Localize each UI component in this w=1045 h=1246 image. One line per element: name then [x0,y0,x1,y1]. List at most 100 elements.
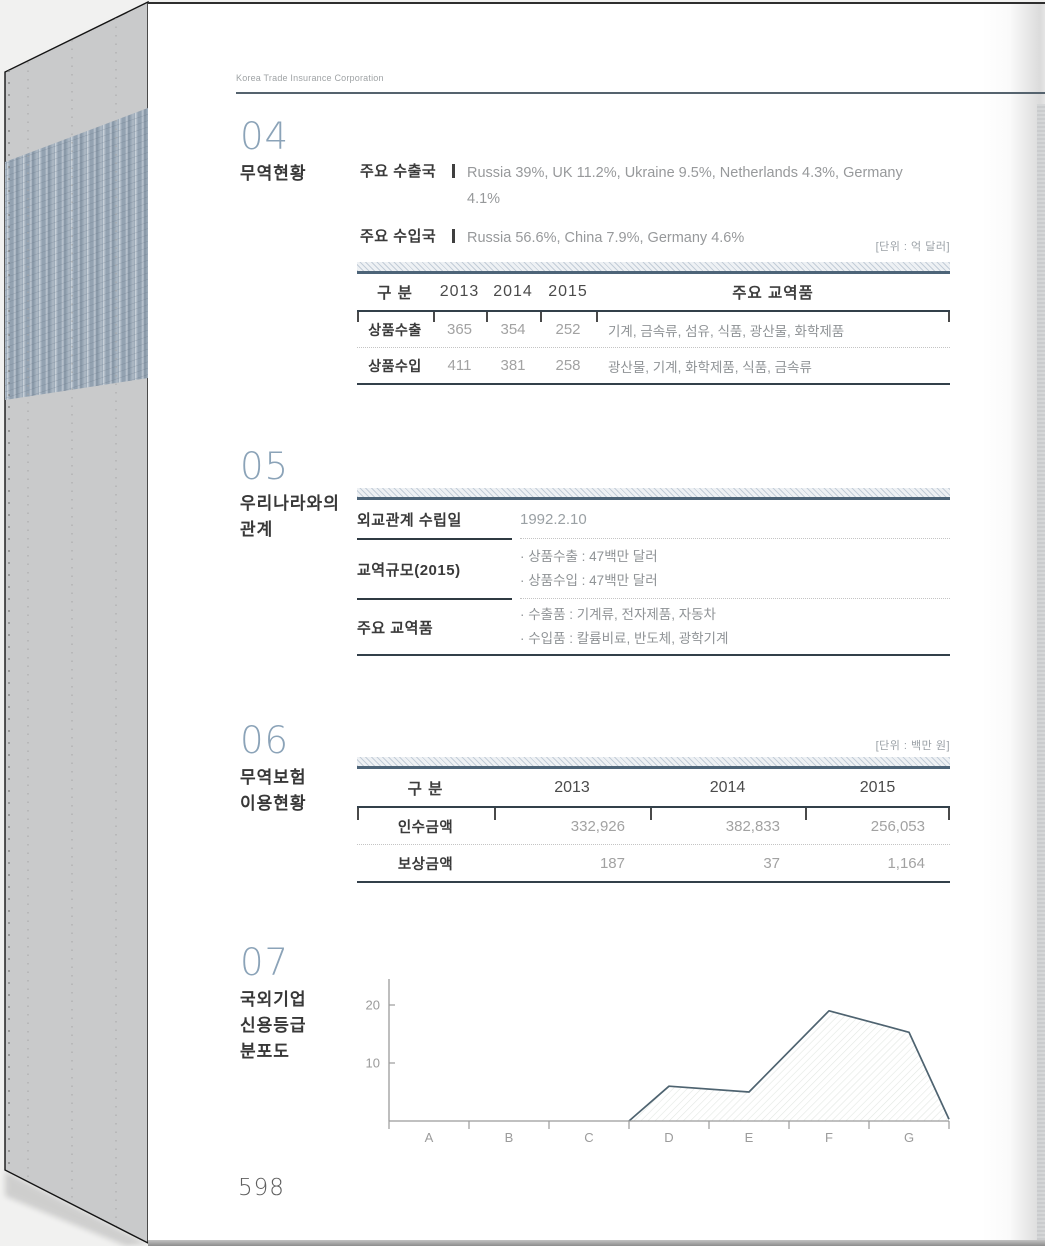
credit-rating-distribution-chart: 10 20 A B C D E F G [366,979,950,1145]
section-title-line: 국외기업 [240,990,307,1009]
row-label: 보상금액 [397,856,454,873]
cell-value: 354 [500,321,526,338]
credit-rating-chart-wrap: 10 20 A B C D E F G [355,975,955,1155]
column-header: 2015 [548,283,588,300]
cell-items: 기계, 금속류, 섬유, 식품, 광산물, 화학제품 [608,323,845,339]
section-06-badge: 06 무역보험 이용현황 [240,722,307,817]
x-category-label: G [904,1130,914,1145]
column-header: 주요 교역품 [732,285,814,302]
chart-area-fill [629,1010,949,1121]
page-curl-shade [981,4,1045,1240]
section-title-line: 우리나라와의 [240,494,340,513]
table-bottom-rule [357,654,950,656]
section-04-badge: 04 무역현황 [240,115,307,187]
column-header: 구 분 [407,780,444,798]
table-row: 주요 교역품 · 수출품 : 기계류, 전자제품, 자동차 · 수입품 : 칼륨… [357,599,950,656]
table-row: 외교관계 수립일 1992.2.10 [357,500,950,540]
page-number: 598 [238,1175,285,1201]
table-row: 상품수입 411 381 258 광산물, 기계, 화학제품, 식품, 금속류 [357,348,950,385]
column-tick [357,808,359,820]
y-tick-label: 20 [366,998,380,1013]
y-tick-label: 10 [366,1056,380,1071]
row-label: 상품수입 [368,357,422,374]
table-top-band [357,757,950,769]
row-value: · 수출품 : 기계류, 전자제품, 자동차 · 수입품 : 칼륨비료, 반도체… [520,603,950,651]
book-fore-edge [4,0,149,1246]
column-tick [948,312,950,322]
section-title-line: 이용현황 [240,794,307,813]
cell-value: 252 [555,321,581,338]
cell-value: 258 [555,357,581,374]
table-header-row: 구 분 2013 2014 2015 주요 교역품 [357,274,950,312]
section-title: 무역현황 [240,164,307,183]
section-title-line: 무역보험 [240,768,307,787]
korea-relations-table: 외교관계 수립일 1992.2.10 교역규모(2015) · 상품수출 : 4… [357,488,950,656]
value-line: · 상품수출 : 47백만 달러 [520,549,658,564]
export-countries-row: 주요 수출국 Russia 39%, UK 11.2%, Ukraine 9.5… [360,160,940,212]
x-category-label: B [505,1130,514,1145]
trade-partner-info: 주요 수출국 Russia 39%, UK 11.2%, Ukraine 9.5… [360,160,940,264]
masthead-rule [236,92,1045,94]
table-row: 인수금액 332,926 382,833 256,053 [357,808,950,845]
cell-value: 187 [599,854,625,872]
column-tick [805,808,807,820]
cell-value: 381 [500,357,526,374]
label-divider-bar [452,164,455,178]
section-title: 무역보험 이용현황 [240,765,307,817]
row-label: 주요 교역품 [357,619,434,637]
section-05-badge: 05 우리나라와의 관계 [240,445,340,543]
row-separator-dotted [520,598,950,599]
x-category-label: A [425,1130,434,1145]
value-line: · 수입품 : 칼륨비료, 반도체, 광학기계 [520,631,729,646]
cell-value: 256,053 [870,817,925,835]
section-number: 05 [240,445,290,488]
column-tick [486,312,488,322]
column-header: 2014 [709,778,746,796]
row-value: · 상품수출 : 47백만 달러 · 상품수입 : 47백만 달러 [520,545,950,593]
column-header: 2013 [554,778,590,796]
cell-items: 광산물, 기계, 화학제품, 식품, 금속류 [608,359,812,375]
row-label: 상품수출 [368,321,422,338]
x-category-label: C [584,1130,593,1145]
x-category-label: E [745,1130,754,1145]
column-tick [596,312,598,322]
row-separator-dotted [520,538,950,539]
column-tick [357,312,359,322]
section-number: 04 [240,115,290,158]
masthead-text: Korea Trade Insurance Corporation [236,73,384,83]
cell-value: 332,926 [570,817,625,835]
cell-value: 365 [446,321,473,338]
info-label: 주요 수입국 [360,228,437,245]
label-underline [357,538,512,540]
unit-note: [단위 : 억 달러] [875,241,950,253]
label-underline [357,598,512,600]
cell-value: 411 [447,357,472,374]
chart-data-line [628,1009,950,1122]
bottom-page-stack-strip [148,1240,1045,1246]
table-row: 보상금액 187 37 1,164 [357,845,950,883]
cell-value: 382,833 [725,817,780,835]
cell-value: 1,164 [887,854,925,872]
table-row: 상품수출 365 354 252 기계, 금속류, 섬유, 식품, 광산물, 화… [357,312,950,348]
section-title: 우리나라와의 관계 [240,491,340,543]
cell-value: 37 [763,854,780,872]
import-countries-row: 주요 수입국 Russia 56.6%, China 7.9%, Germany… [360,225,940,251]
info-value: Russia 39%, UK 11.2%, Ukraine 9.5%, Neth… [467,165,903,207]
row-label: 외교관계 수립일 [357,512,462,529]
column-tick [433,312,435,322]
column-tick [948,808,950,820]
section-title-line: 관계 [240,520,274,539]
column-header: 2015 [859,778,896,796]
section-title-line: 신용등급 [240,1016,307,1035]
x-category-label: F [825,1130,833,1145]
table-row: 교역규모(2015) · 상품수출 : 47백만 달러 · 상품수입 : 47백… [357,539,950,600]
section-07-badge: 07 국외기업 신용등급 분포도 [240,944,307,1065]
table-top-band [357,488,950,500]
table-top-band [357,262,950,274]
book-shadow [5,1171,148,1246]
column-header: 2014 [493,283,533,300]
row-value: 1992.2.10 [520,510,587,528]
row-label: 인수금액 [397,819,454,836]
column-tick [494,808,496,820]
x-category-label: D [664,1130,673,1145]
